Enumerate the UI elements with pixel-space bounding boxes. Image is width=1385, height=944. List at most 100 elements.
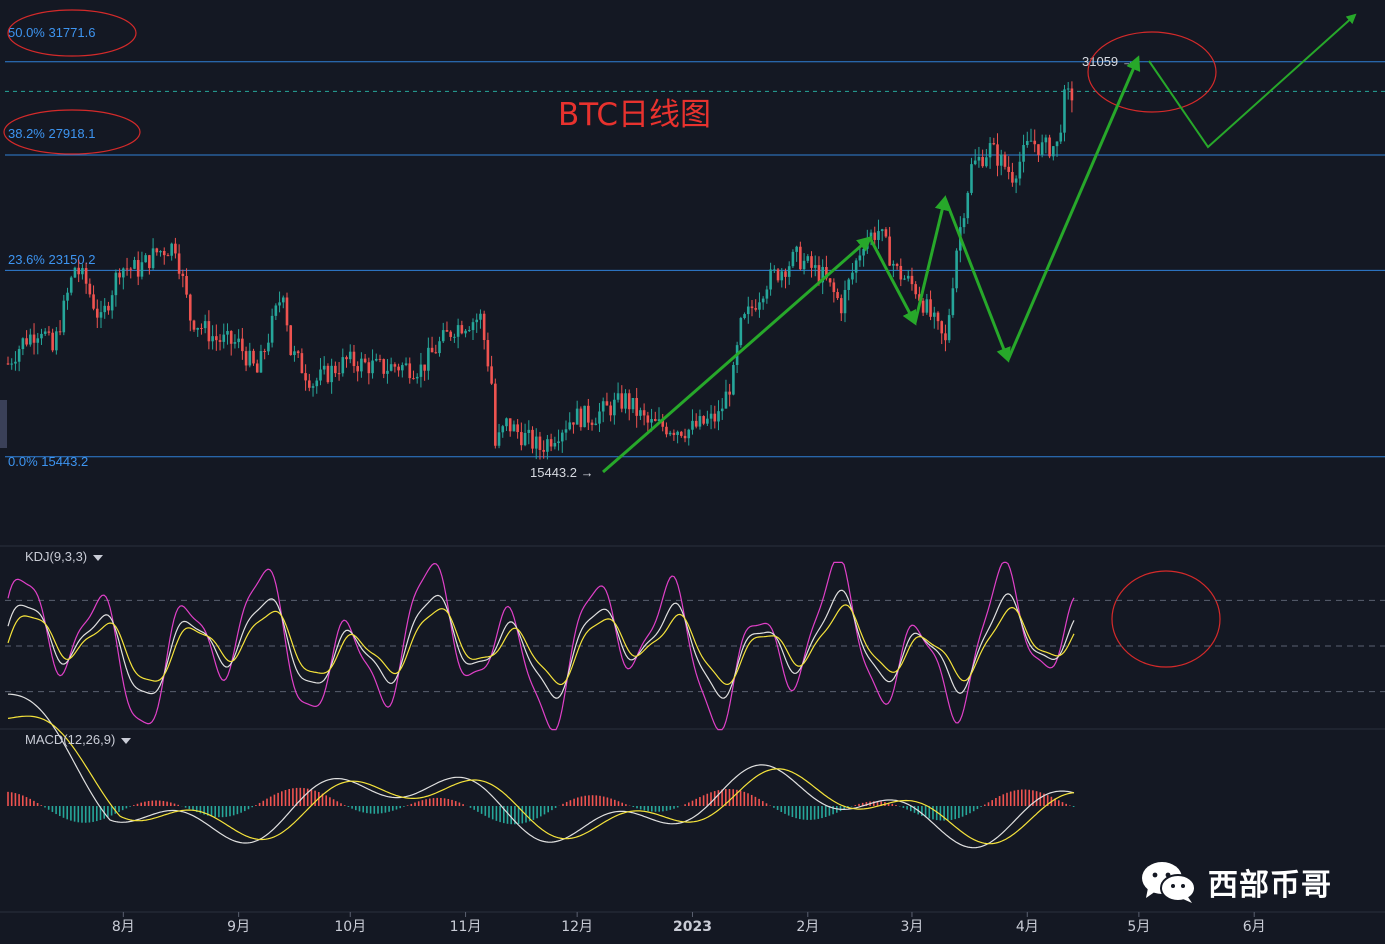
candle-body (668, 432, 672, 435)
candle-body (326, 365, 330, 383)
candle-body (691, 420, 694, 430)
candle-body (572, 422, 575, 425)
candle-body (378, 358, 382, 360)
candle-body (218, 340, 222, 342)
candle-body (456, 325, 460, 337)
candle-body (29, 334, 32, 345)
candle-body (226, 331, 229, 335)
candle-body (133, 260, 136, 269)
x-tick-label: 9月 (227, 919, 250, 935)
candle-body (1044, 137, 1048, 143)
candle-body (817, 265, 821, 283)
x-tick-label: 2月 (796, 919, 819, 935)
candle-body (512, 424, 516, 432)
candle-body (136, 260, 140, 277)
kdj-k-line (7, 589, 1075, 699)
trend-arrow (1006, 55, 1141, 361)
candle-body (281, 297, 285, 303)
candle-body (970, 164, 973, 193)
candle-body (813, 265, 817, 268)
candle-body (144, 255, 147, 263)
candle-body (259, 351, 263, 373)
candle-body (479, 313, 482, 320)
candle-body (821, 267, 824, 283)
candle-body (828, 278, 832, 283)
candle-body (497, 432, 501, 446)
candle-body (642, 410, 646, 416)
candle-body (475, 319, 479, 323)
macd-histogram (7, 787, 1075, 825)
candle-body (311, 386, 315, 388)
candle-body (914, 284, 917, 295)
chart-title: BTC日线图 (558, 97, 711, 133)
candle-body (977, 156, 981, 161)
candle-body (680, 431, 683, 436)
candle-body (921, 300, 925, 313)
candle-body (631, 397, 635, 410)
kdj-d-line (7, 604, 1075, 686)
candle-body (839, 298, 843, 314)
chevron-down-icon[interactable] (93, 554, 104, 561)
candle-body (125, 268, 129, 270)
candle-body (255, 363, 259, 373)
kdj-indicator-label[interactable]: KDJ(9,3,3) (25, 549, 104, 564)
candle-body (412, 378, 415, 380)
candle-body (988, 143, 992, 158)
candle-body (676, 431, 679, 435)
candle-body (453, 336, 456, 338)
candle-body (665, 426, 668, 435)
candle-body (367, 362, 371, 374)
candle-body (516, 424, 519, 433)
left-panel-handle[interactable] (0, 400, 7, 448)
candle-body (274, 305, 278, 316)
wechat-watermark: 西部币哥 (1140, 860, 1332, 904)
candle-body (605, 401, 609, 406)
macd-indicator-label[interactable]: MACD(12,26,9) (25, 732, 132, 747)
candle-body (981, 156, 984, 167)
candle-body (851, 272, 854, 280)
candle-body (717, 411, 720, 422)
candle-body (401, 365, 404, 371)
candle-body (575, 408, 579, 425)
candle-body (661, 419, 665, 427)
candle-body (884, 229, 888, 237)
candle-body (211, 336, 214, 342)
candle-body (587, 405, 590, 423)
candle-body (263, 351, 266, 353)
annotation-ellipse (7, 9, 137, 57)
candle-body (936, 312, 940, 322)
candle-body (750, 306, 754, 309)
candle-body (653, 419, 657, 421)
candle-body (773, 269, 776, 271)
candle-body (698, 416, 702, 427)
candle-body (892, 263, 895, 266)
candle-body (40, 333, 43, 339)
candle-body (940, 321, 944, 334)
candle-body (564, 429, 568, 433)
x-tick-label: 3月 (900, 919, 923, 935)
candle-body (743, 314, 746, 319)
chevron-down-icon[interactable] (121, 737, 132, 744)
candle-body (1029, 140, 1033, 142)
candle-body (627, 393, 631, 410)
candle-body (862, 248, 865, 256)
candle-body (888, 236, 891, 266)
candle-body (55, 331, 58, 351)
candle-body (356, 366, 359, 372)
candle-body (799, 246, 802, 270)
candle-body (404, 363, 408, 366)
candle-body (732, 365, 735, 395)
candle-body (207, 321, 211, 342)
candle-body (237, 338, 240, 343)
candle-body (300, 353, 304, 374)
candle-body (527, 429, 531, 433)
candle-body (229, 331, 233, 344)
macd-label-text: MACD(12,26,9) (25, 732, 116, 747)
candle-body (445, 330, 449, 332)
candle-body (910, 275, 914, 285)
candle-body (319, 369, 322, 381)
candle-body (549, 439, 553, 447)
candle-body (51, 332, 54, 351)
